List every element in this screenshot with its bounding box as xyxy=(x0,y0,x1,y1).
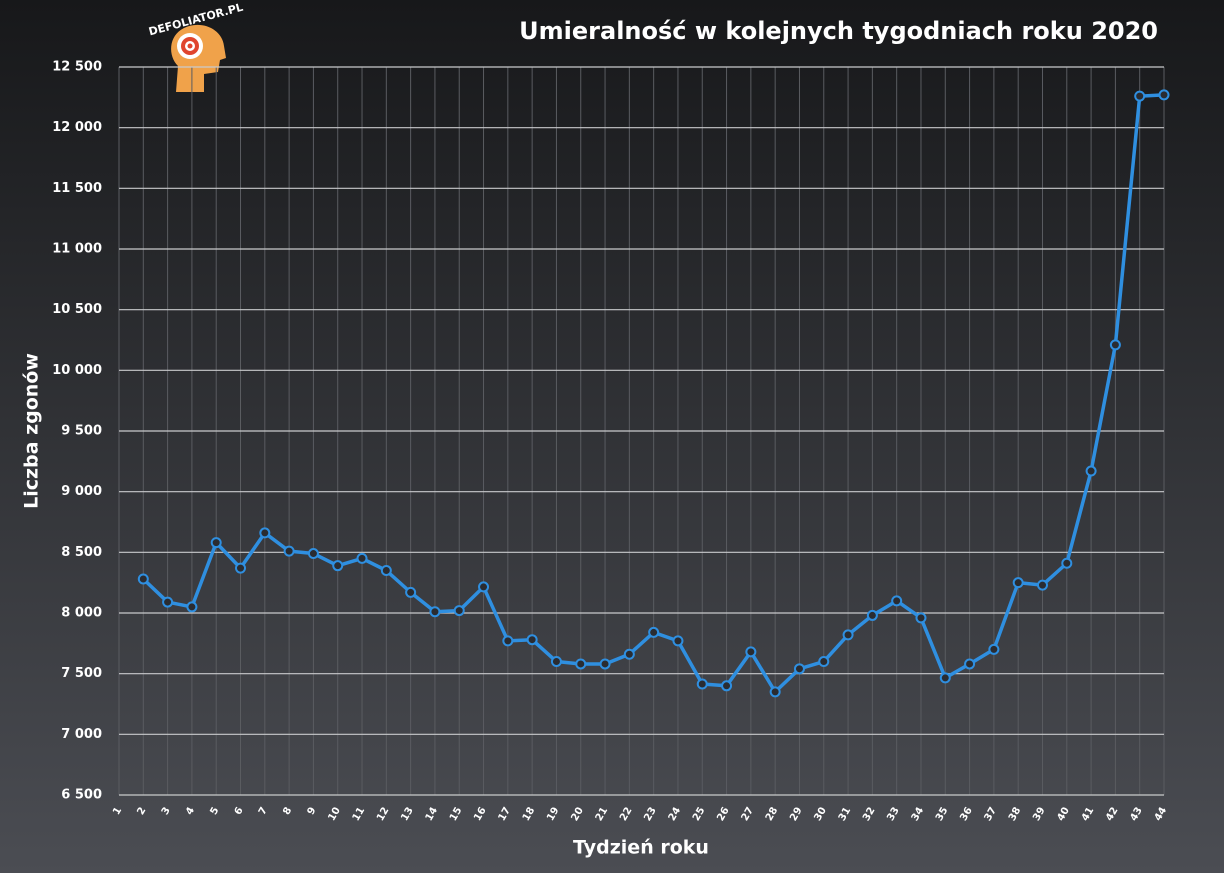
data-point xyxy=(988,643,1000,655)
data-point xyxy=(186,601,198,613)
data-point xyxy=(235,562,247,574)
y-tick-label: 9 500 xyxy=(61,424,102,439)
data-point xyxy=(259,527,271,539)
y-axis-title: Liczba zgonów xyxy=(21,353,43,509)
data-point xyxy=(526,634,538,646)
y-tick-label: 12 500 xyxy=(52,60,102,75)
data-point xyxy=(842,629,854,641)
data-point xyxy=(793,663,805,675)
y-tick-label: 11 000 xyxy=(52,242,102,257)
data-point xyxy=(405,586,417,598)
chart-title: Umieralność w kolejnych tygodniach roku … xyxy=(519,17,1158,45)
data-point xyxy=(915,612,927,624)
y-tick-label: 9 000 xyxy=(61,484,102,499)
x-tick-label: 2 xyxy=(135,805,148,817)
data-point xyxy=(380,565,392,577)
data-point xyxy=(332,560,344,572)
data-point xyxy=(283,545,295,557)
data-point xyxy=(818,656,830,668)
data-point xyxy=(891,595,903,607)
y-tick-label: 7 000 xyxy=(61,727,102,742)
x-tick-label: 9 xyxy=(306,805,319,817)
y-tick-label: 10 000 xyxy=(52,363,102,378)
x-tick-label: 7 xyxy=(257,805,270,817)
y-tick-label: 6 500 xyxy=(61,788,102,803)
y-tick-label: 11 500 xyxy=(52,181,102,196)
data-point xyxy=(307,548,319,560)
data-point xyxy=(210,537,222,549)
data-point xyxy=(939,672,951,684)
y-tick-label: 12 000 xyxy=(52,120,102,135)
y-tick-label: 10 500 xyxy=(52,302,102,317)
data-point xyxy=(696,678,708,690)
data-point xyxy=(1061,557,1073,569)
data-point xyxy=(1158,89,1170,101)
data-point xyxy=(672,635,684,647)
data-point xyxy=(478,581,490,593)
y-tick-label: 7 500 xyxy=(61,666,102,681)
data-point xyxy=(162,596,174,608)
data-point xyxy=(866,609,878,621)
y-tick-label: 8 500 xyxy=(61,545,102,560)
data-point xyxy=(599,658,611,670)
x-tick-label: 1 xyxy=(111,805,124,817)
data-point xyxy=(1012,577,1024,589)
x-tick-label: 8 xyxy=(281,805,294,817)
data-point xyxy=(502,635,514,647)
data-point xyxy=(964,658,976,670)
data-point xyxy=(137,573,149,585)
data-point xyxy=(1085,465,1097,477)
data-point xyxy=(769,686,781,698)
data-point xyxy=(1134,90,1146,102)
x-tick-label: 5 xyxy=(208,805,221,817)
data-point xyxy=(648,626,660,638)
data-point xyxy=(356,552,368,564)
data-point xyxy=(453,605,465,617)
data-point xyxy=(550,656,562,668)
data-point xyxy=(745,646,757,658)
data-point xyxy=(721,680,733,692)
data-point xyxy=(623,648,635,660)
data-point xyxy=(575,658,587,670)
data-point xyxy=(429,606,441,618)
data-point xyxy=(1109,339,1121,351)
data-point xyxy=(1036,579,1048,591)
x-tick-label: 4 xyxy=(184,805,197,817)
y-tick-label: 8 000 xyxy=(61,606,102,621)
x-axis-title: Tydzień roku xyxy=(573,837,709,859)
x-tick-label: 3 xyxy=(160,805,173,817)
x-tick-label: 6 xyxy=(233,805,246,817)
